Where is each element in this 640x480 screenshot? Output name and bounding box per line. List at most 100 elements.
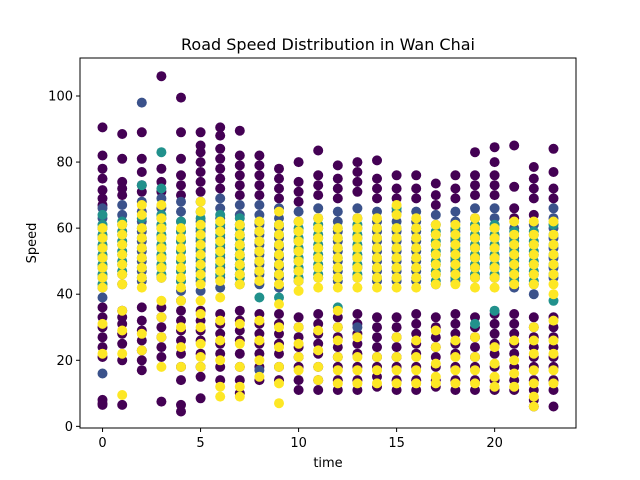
data-point (450, 219, 461, 230)
data-point (97, 318, 108, 329)
data-point (450, 193, 461, 204)
data-point (136, 272, 147, 283)
data-point (313, 213, 324, 224)
data-point (254, 216, 265, 227)
data-point (548, 279, 559, 290)
data-point (293, 216, 304, 227)
data-point (293, 312, 304, 323)
data-point (352, 176, 363, 187)
data-point (411, 282, 422, 293)
data-point (411, 223, 422, 234)
data-point (274, 206, 284, 217)
data-point (548, 348, 559, 359)
data-point (234, 269, 245, 280)
data-point (411, 335, 422, 346)
data-point (489, 180, 500, 191)
data-point (430, 259, 441, 270)
data-point (411, 318, 422, 329)
data-point (254, 160, 265, 171)
data-point (136, 233, 147, 243)
data-point (450, 183, 461, 194)
x-tick-label: 0 (98, 436, 106, 451)
data-point (254, 276, 265, 286)
data-point (234, 150, 245, 161)
data-point (117, 153, 128, 164)
data-point (234, 219, 245, 230)
x-axis: 0 5 10 15 20 (98, 428, 503, 451)
data-point (156, 71, 167, 82)
data-point (391, 312, 402, 323)
data-point (234, 338, 245, 349)
data-point (156, 332, 167, 343)
data-point (313, 180, 324, 191)
data-point (254, 355, 265, 366)
data-point (430, 378, 441, 389)
data-point (136, 243, 147, 253)
data-point (215, 122, 226, 133)
data-point (293, 186, 304, 197)
data-point (391, 252, 402, 263)
data-point (332, 206, 343, 217)
data-point (489, 157, 500, 168)
data-point (332, 223, 343, 234)
data-point (176, 180, 186, 191)
data-point (509, 368, 520, 379)
data-point (254, 180, 265, 191)
data-point (254, 335, 265, 346)
data-point (136, 223, 147, 234)
data-point (195, 322, 206, 333)
data-point (293, 385, 304, 395)
data-point (352, 272, 363, 283)
data-point (254, 236, 265, 247)
data-point (176, 305, 186, 316)
data-point (548, 269, 559, 280)
data-point (117, 239, 128, 250)
data-point (430, 200, 441, 210)
data-point (489, 328, 500, 339)
data-point (450, 249, 461, 260)
data-point (430, 269, 441, 280)
data-point (117, 259, 128, 270)
data-point (470, 352, 480, 362)
data-point (430, 312, 441, 323)
data-point (528, 401, 539, 412)
data-point (430, 239, 441, 250)
data-point (234, 305, 245, 316)
data-point (528, 365, 539, 376)
data-point (274, 163, 284, 174)
data-point (430, 190, 441, 201)
y-tick-label: 40 (56, 288, 73, 303)
data-point (215, 355, 226, 366)
data-point (156, 342, 167, 353)
data-point (195, 371, 206, 382)
data-point (215, 292, 226, 303)
data-point (450, 170, 461, 181)
data-point (195, 393, 206, 404)
data-point (450, 378, 461, 389)
data-point (548, 167, 559, 177)
data-point (156, 233, 167, 243)
data-point (489, 203, 500, 214)
data-point (548, 289, 559, 300)
data-point (293, 352, 304, 362)
data-point (234, 170, 245, 181)
data-point (528, 162, 539, 172)
data-point (528, 269, 539, 280)
data-point (234, 318, 245, 329)
data-point (313, 145, 324, 156)
data-point (489, 190, 500, 201)
data-point (548, 216, 559, 227)
data-point (470, 282, 480, 293)
data-point (352, 378, 363, 389)
data-point (509, 229, 520, 240)
data-point (176, 196, 186, 207)
data-point (136, 252, 147, 263)
data-point (136, 365, 147, 376)
data-point (234, 239, 245, 250)
data-point (352, 167, 363, 177)
data-point (293, 226, 304, 237)
data-point (411, 365, 422, 376)
data-point (293, 157, 304, 168)
data-point (372, 243, 382, 253)
data-point (489, 282, 500, 293)
